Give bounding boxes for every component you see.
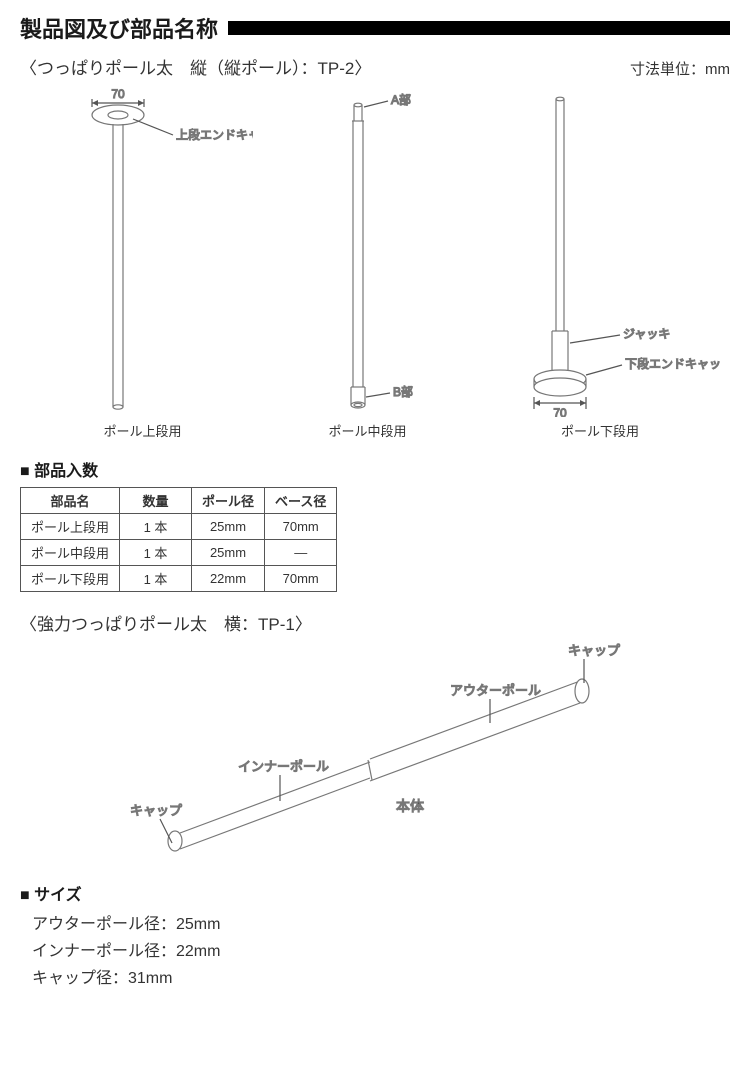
subtitle-row: 〈つっぱりポール太 縦（縦ポール）：TP-2〉 寸法単位：mm [20, 54, 730, 79]
title-bar [228, 21, 730, 35]
size-line: インナーポール径：22mm [32, 938, 730, 965]
product-subtitle-1: 〈つっぱりポール太 縦（縦ポール）：TP-2〉 [20, 54, 371, 79]
size-list: アウターポール径：25mm インナーポール径：22mm キャップ径：31mm [32, 911, 730, 993]
diagram-middle-caption: ポール中段用 [328, 421, 406, 440]
svg-text:キャップ: キャップ [130, 803, 182, 818]
page-title: 製品図及び部品名称 [20, 12, 218, 44]
size-line: キャップ径：31mm [32, 965, 730, 992]
main-title-row: 製品図及び部品名称 [20, 12, 730, 44]
diagram-lower: ジャッキ 下段エンドキャップ 70 ポール下段 [480, 87, 720, 447]
table-row: ポール中段用 1 本 25mm ― [21, 540, 337, 566]
col-header: ポール径 [192, 488, 265, 514]
svg-text:アウターポール: アウターポール [450, 683, 541, 698]
col-header: 数量 [120, 488, 192, 514]
svg-text:キャップ: キャップ [568, 643, 620, 658]
diagram-upper-caption: ポール上段用 [103, 421, 181, 440]
diagram-upper: 70 上段エンドキャップ ポール上段用 [30, 87, 255, 447]
horizontal-diagram: キャップ アウターポール インナーポール 本体 キャップ [20, 641, 730, 871]
diagram-middle-svg: A部 B部 [255, 87, 480, 417]
svg-text:インナーポール: インナーポール [238, 759, 329, 774]
table-row: ポール下段用 1 本 22mm 70mm [21, 566, 337, 592]
col-header: ベース径 [265, 488, 337, 514]
vertical-diagrams-row: 70 上段エンドキャップ ポール上段用 [20, 87, 730, 447]
size-heading: ■ サイズ [20, 881, 730, 905]
svg-text:ジャッキ: ジャッキ [623, 327, 670, 341]
svg-text:上段エンドキャップ: 上段エンドキャップ [176, 127, 253, 142]
svg-text:70: 70 [111, 87, 125, 101]
product-subtitle-2: 〈強力つっぱりポール太 横：TP-1〉 [20, 610, 730, 635]
svg-text:本体: 本体 [396, 798, 424, 814]
table-row: ポール上段用 1 本 25mm 70mm [21, 514, 337, 540]
diagram-lower-svg: ジャッキ 下段エンドキャップ 70 [480, 87, 720, 417]
svg-text:B部: B部 [393, 384, 413, 399]
svg-text:70: 70 [553, 406, 567, 417]
parts-count-heading: ■ 部品入数 [20, 457, 730, 481]
parts-table: 部品名 数量 ポール径 ベース径 ポール上段用 1 本 25mm 70mm ポー… [20, 487, 337, 592]
diagram-middle: A部 B部 ポール中段用 [255, 87, 480, 447]
col-header: 部品名 [21, 488, 120, 514]
svg-text:下段エンドキャップ: 下段エンドキャップ [625, 356, 720, 371]
diagram-lower-caption: ポール下段用 [561, 421, 639, 440]
diagram-upper-svg: 70 上段エンドキャップ [30, 87, 255, 417]
unit-label: 寸法単位：mm [630, 58, 730, 79]
table-header-row: 部品名 数量 ポール径 ベース径 [21, 488, 337, 514]
svg-text:A部: A部 [391, 92, 411, 107]
size-line: アウターポール径：25mm [32, 911, 730, 938]
